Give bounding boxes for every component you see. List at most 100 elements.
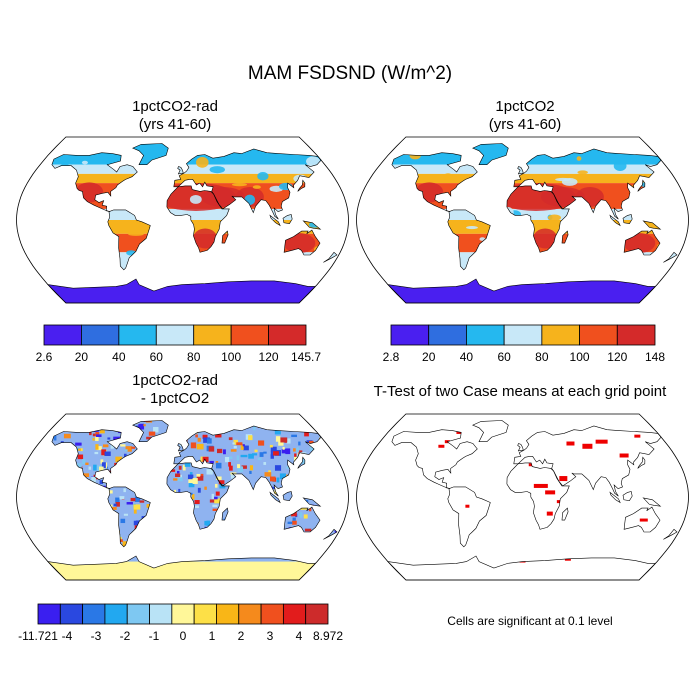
colorbar-label: 120 [259, 350, 279, 364]
coastline-australia [283, 506, 321, 533]
colorbar-label: 8.972 [313, 629, 343, 643]
coastline-australia [283, 229, 321, 256]
colorbar-swatch [126, 603, 150, 625]
colorbar-swatch [503, 324, 543, 346]
colorbar-swatch [59, 603, 84, 625]
coastline-greenland [132, 143, 169, 165]
coastline-africa [506, 185, 570, 253]
coastline-australia [623, 229, 661, 256]
coastline-antarctica [47, 555, 317, 581]
colorbar-swatch [616, 324, 656, 346]
coastline-namerica [391, 429, 478, 489]
panel3-title: 1pctCO2-rad - 1pctCO2 [15, 372, 335, 408]
colorbar-label: 1 [209, 629, 216, 643]
colorbar-label: 20 [422, 350, 436, 364]
coastline-greenland [132, 420, 169, 442]
panel1-title: 1pctCO2-rad (yrs 41-60) [15, 98, 335, 134]
colorbar-label: 2 [238, 629, 245, 643]
coastline-newguinea [642, 220, 662, 230]
coastline-sumatra [609, 491, 621, 504]
map-border [16, 413, 349, 581]
coastline-madagascar [561, 507, 569, 521]
colorbar-label: 2.8 [383, 350, 400, 364]
colorbar-label: 120 [607, 350, 627, 364]
colorbar-label: -1 [149, 629, 160, 643]
panel3-title-line1: 1pctCO2-rad [132, 372, 218, 389]
coastline-sumatra [269, 491, 281, 504]
colorbar-label: 60 [150, 350, 164, 364]
colorbar-2: 2.8 20 40 60 80 100 120 148 [383, 324, 665, 364]
colorbar-label: 40 [460, 350, 474, 364]
coastline-newguinea [642, 497, 662, 507]
colorbar-swatch [81, 324, 120, 346]
coastline-japan [297, 179, 306, 192]
coastline-namerica [51, 429, 138, 489]
colorbar-swatch [155, 324, 195, 346]
colorbar-swatch [230, 324, 269, 346]
colorbar-label: -11.721 [18, 629, 58, 643]
colorbar-3: -11.721 -4 -3 -2 -1 0 1 2 3 4 8.972 [18, 603, 343, 643]
coastline-japan [297, 456, 306, 469]
colorbar-label: 2.6 [36, 350, 53, 364]
colorbar-swatch [43, 324, 82, 346]
colorbar-swatch [579, 324, 618, 346]
coastline-australia [623, 506, 661, 533]
colorbar-swatch [149, 603, 173, 625]
coastline-japan [637, 456, 646, 469]
colorbar-label: 100 [570, 350, 590, 364]
coastline-antarctica [387, 278, 657, 304]
panel2-title-line1: 1pctCO2 [495, 98, 555, 115]
colorbar-label: 40 [112, 350, 126, 364]
colorbar-swatch [82, 603, 106, 625]
colorbar-swatch [268, 324, 307, 346]
coastline-namerica [51, 152, 138, 212]
coastline-africa [166, 462, 230, 530]
colorbar-label: 80 [535, 350, 549, 364]
colorbar-swatch [466, 324, 505, 346]
map-panel-difference [16, 413, 349, 581]
panel4-title: T-Test of two Case means at each grid po… [340, 383, 700, 401]
colorbar-label: 4 [296, 629, 303, 643]
colorbar-swatch [37, 603, 61, 625]
coastline-samerica [447, 486, 491, 548]
coastline-borneo [282, 214, 293, 225]
coastline-britain [177, 443, 184, 452]
panel3-title-line2: - 1pctCO2 [140, 390, 210, 407]
colorbar-swatch [260, 603, 284, 625]
colorbar-1: 2.6 20 40 60 80 100 120 145.7 [36, 324, 321, 364]
coastline-africa [506, 462, 570, 530]
colorbar-swatch [118, 324, 157, 346]
colorbar-label: 20 [75, 350, 89, 364]
map-border [16, 136, 349, 304]
coastline-samerica [107, 486, 151, 548]
map-panel-1pctco2-rad [16, 136, 349, 304]
map-panel-1pctco2 [356, 136, 689, 304]
coastline-antarctica [387, 555, 657, 581]
coastline-borneo [282, 491, 293, 502]
figure-title: MAM FSDSND (W/m^2) [247, 63, 453, 84]
colorbar-label: -4 [62, 629, 73, 643]
colorbar-swatch [428, 324, 467, 346]
colorbar-swatch [238, 603, 262, 625]
coastline-britain [177, 166, 184, 175]
panel4-title-line1: T-Test of two Case means at each grid po… [373, 383, 667, 400]
coastline-samerica [107, 209, 151, 271]
panel2-title: 1pctCO2 (yrs 41-60) [365, 98, 685, 134]
map-border [356, 136, 689, 304]
coastline-japan [637, 179, 646, 192]
panel1-title-line2: (yrs 41-60) [138, 116, 212, 133]
panel2-title-line2: (yrs 41-60) [488, 116, 562, 133]
coastline-africa [166, 185, 230, 253]
coastline-greenland [472, 420, 509, 442]
colorbar-swatch [171, 603, 195, 625]
colorbar-label: -3 [91, 629, 102, 643]
colorbar-swatch [193, 603, 217, 625]
map-panel-ttest [356, 413, 689, 581]
coastline-nz [323, 251, 338, 263]
coastline-britain [517, 166, 524, 175]
coastline-sumatra [269, 214, 281, 227]
colorbar-label: 80 [187, 350, 201, 364]
colorbar-label: 148 [645, 350, 665, 364]
colorbar-label: 145.7 [291, 350, 321, 364]
coastline-madagascar [221, 230, 229, 244]
